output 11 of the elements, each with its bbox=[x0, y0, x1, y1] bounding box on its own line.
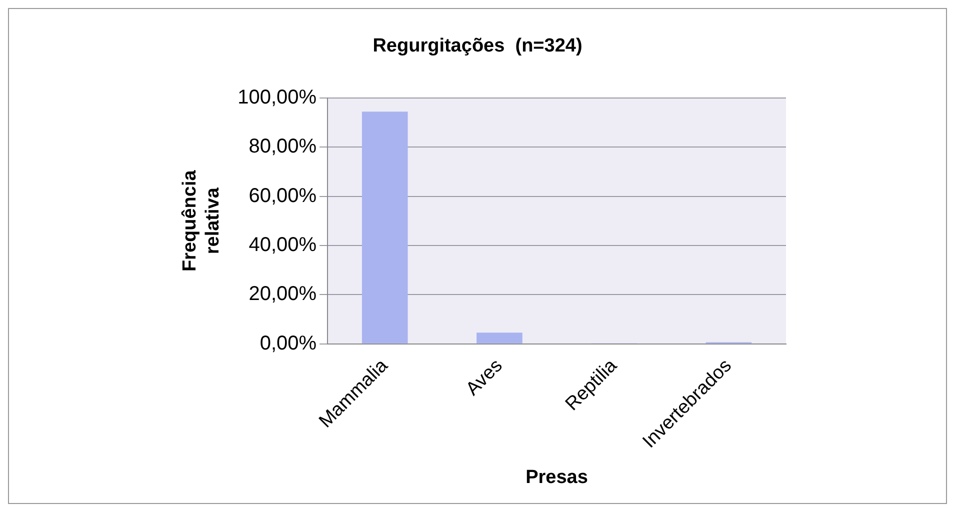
y-tick-label: 0,00% bbox=[260, 332, 317, 354]
y-tick-label: 40,00% bbox=[248, 234, 317, 256]
bar bbox=[476, 332, 522, 344]
y-tick-label: 20,00% bbox=[248, 283, 317, 306]
x-axis-title: Presas bbox=[526, 466, 588, 488]
chart-title: Regurgitações (n=324) bbox=[372, 36, 582, 57]
y-tick-label: 100,00% bbox=[238, 86, 317, 108]
y-axis-title: Frequência relativa bbox=[180, 170, 224, 272]
y-tick-label: 60,00% bbox=[248, 184, 317, 207]
y-tick-label: 80,00% bbox=[248, 136, 317, 158]
bar bbox=[362, 112, 408, 344]
